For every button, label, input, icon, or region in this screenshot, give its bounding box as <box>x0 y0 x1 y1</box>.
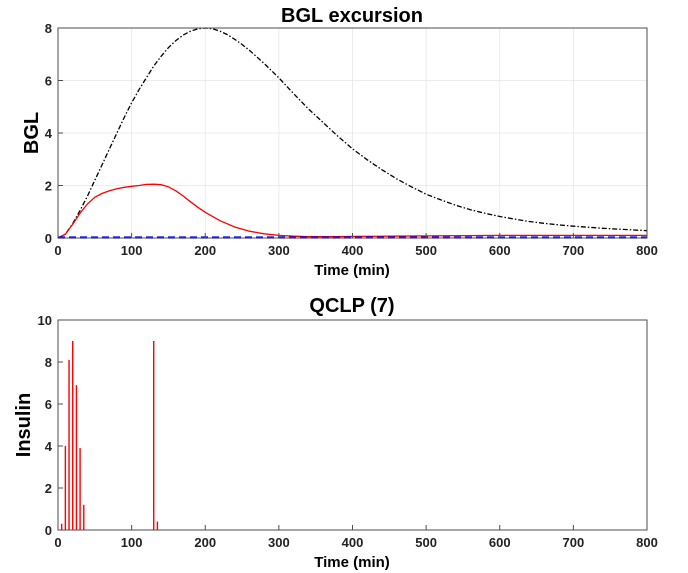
y-tick-label: 2 <box>45 481 52 496</box>
x-tick-label: 200 <box>194 243 216 258</box>
x-tick-label: 300 <box>268 243 290 258</box>
x-tick-label: 100 <box>121 535 143 550</box>
y-tick-label: 8 <box>45 355 52 370</box>
chart-title: BGL excursion <box>281 5 423 27</box>
y-tick-label: 8 <box>45 21 52 36</box>
x-tick-label: 0 <box>54 535 61 550</box>
y-tick-label: 4 <box>45 126 53 141</box>
y-tick-label: 0 <box>45 231 52 246</box>
plot-frame <box>57 319 648 531</box>
y-axis-label: Insulin <box>13 393 35 457</box>
y-tick-label: 4 <box>45 439 53 454</box>
x-tick-label: 500 <box>415 535 437 550</box>
x-tick-label: 300 <box>268 535 290 550</box>
y-tick-label: 6 <box>45 74 52 89</box>
y-tick-label: 2 <box>45 179 52 194</box>
x-tick-label: 500 <box>415 243 437 258</box>
x-axis-label: Time (min) <box>314 262 390 279</box>
x-tick-label: 800 <box>636 243 658 258</box>
y-tick-label: 6 <box>45 397 52 412</box>
y-tick-label: 0 <box>45 523 52 538</box>
y-tick-label: 10 <box>38 313 52 328</box>
y-axis-label: BGL <box>21 112 43 154</box>
x-tick-label: 400 <box>342 243 364 258</box>
x-axis-label: Time (min) <box>314 554 390 571</box>
x-tick-label: 600 <box>489 535 511 550</box>
x-tick-label: 600 <box>489 243 511 258</box>
x-tick-label: 200 <box>194 535 216 550</box>
qclp-insulin-chart: QCLP (7) 0 100 200 300 400 500 600 700 800 0 2 4 6 8 1… <box>13 295 658 571</box>
x-tick-label: 100 <box>121 243 143 258</box>
chart-title: QCLP (7) <box>309 295 394 317</box>
bgl-excursion-chart: BGL excursion 0 100 200 300 400 500 600 700 800 0… <box>21 5 658 279</box>
x-tick-label: 400 <box>342 535 364 550</box>
x-tick-label: 700 <box>563 535 585 550</box>
x-tick-label: 0 <box>54 243 61 258</box>
x-tick-label: 700 <box>563 243 585 258</box>
x-tick-label: 800 <box>636 535 658 550</box>
series-line-2 <box>57 183 647 239</box>
